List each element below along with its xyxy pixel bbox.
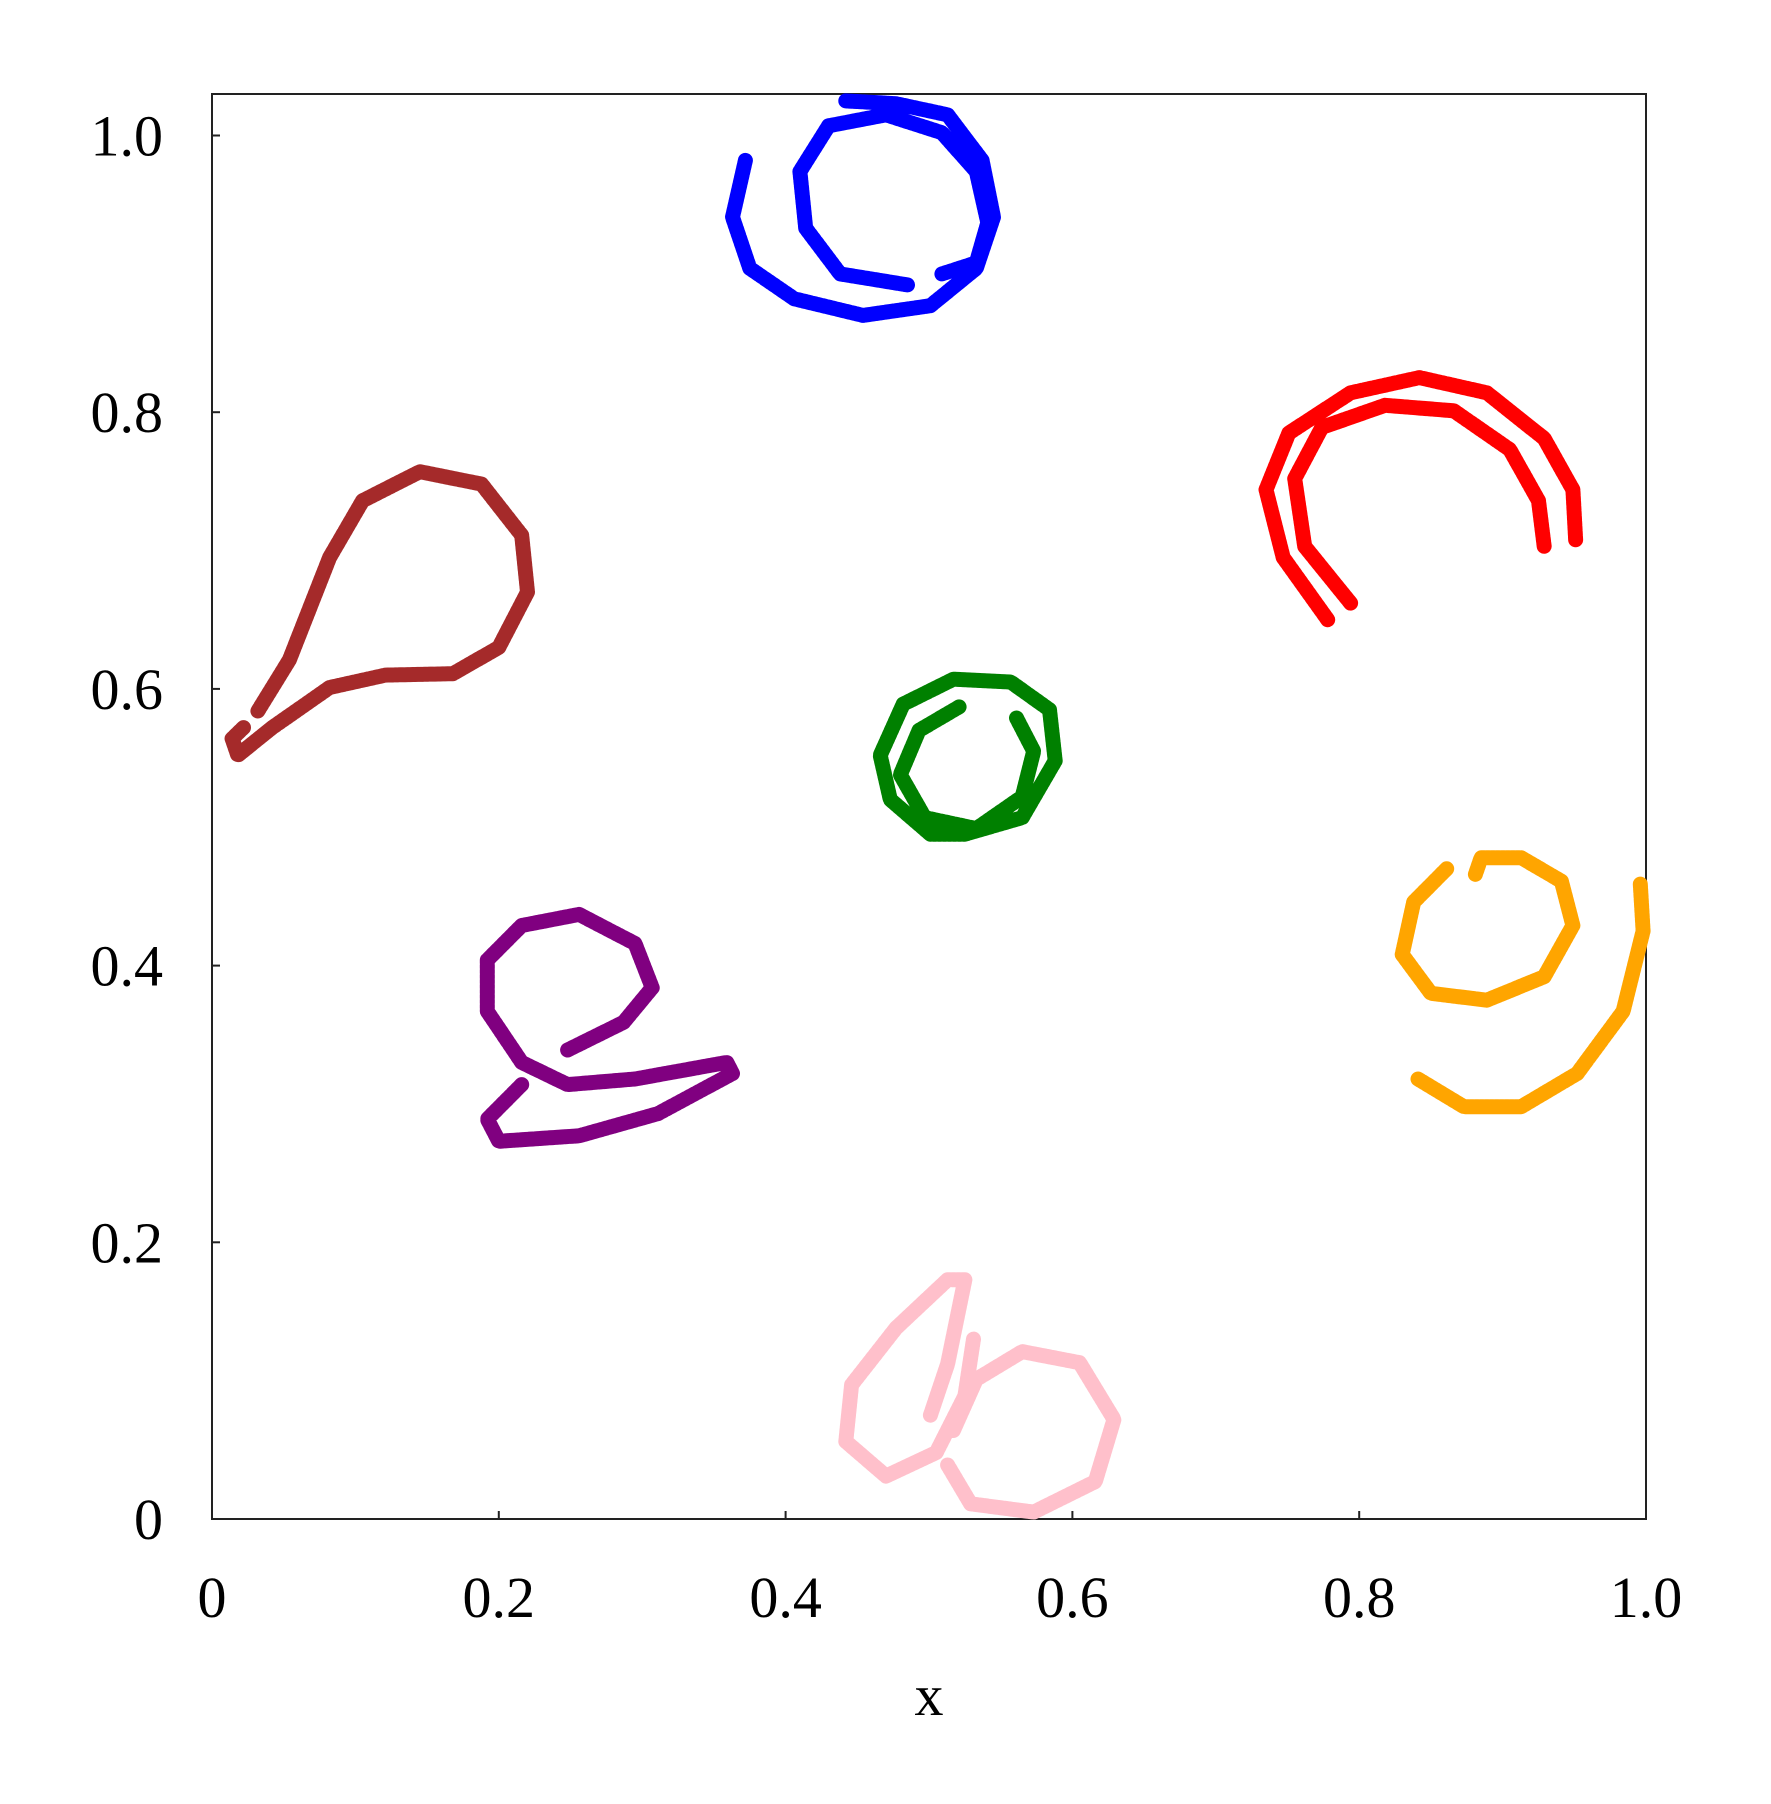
curve bbox=[224, 464, 535, 763]
y-tick-label: 0.6 bbox=[91, 657, 164, 722]
y-tick-label: 0 bbox=[134, 1487, 163, 1552]
curve bbox=[1258, 370, 1584, 628]
y-tick-label: 0.8 bbox=[91, 380, 164, 445]
x-axis-label: x bbox=[915, 1663, 944, 1728]
curve bbox=[1394, 850, 1651, 1115]
y-tick-label: 0.2 bbox=[91, 1210, 164, 1275]
curve bbox=[838, 1272, 1122, 1520]
curve bbox=[479, 906, 740, 1149]
curve bbox=[725, 93, 1001, 323]
x-tick-label: 1.0 bbox=[1610, 1565, 1683, 1630]
x-tick-label: 0.2 bbox=[463, 1565, 536, 1630]
y-tick-label: 0.4 bbox=[91, 934, 164, 999]
plot-frame bbox=[211, 93, 1647, 1520]
y-tick-label: 1.0 bbox=[91, 104, 164, 169]
x-tick-label: 0.4 bbox=[749, 1565, 822, 1630]
x-tick-label: 0.6 bbox=[1036, 1565, 1109, 1630]
x-tick-label: 0 bbox=[198, 1565, 227, 1630]
x-tick-label: 0.8 bbox=[1323, 1565, 1396, 1630]
curve bbox=[872, 671, 1063, 842]
